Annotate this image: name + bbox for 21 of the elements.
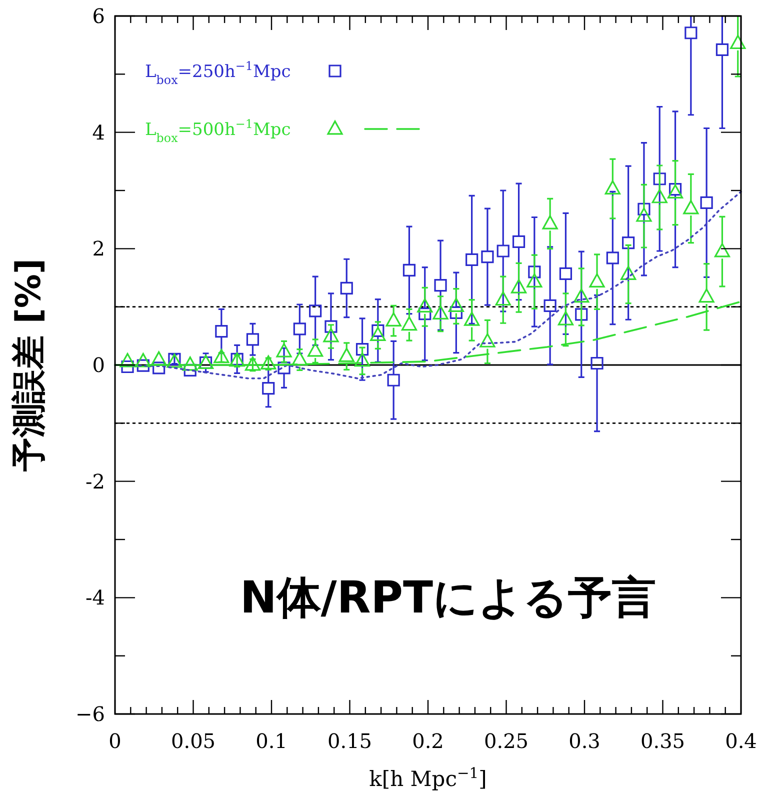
annotation: N体/RPTによる予言 [240, 572, 656, 624]
x-tick-label: 0.4 [725, 729, 757, 753]
y-tick-label: -4 [86, 586, 105, 610]
x-tick-label: 0.3 [568, 729, 600, 753]
x-tick-label: 0.15 [327, 729, 372, 753]
x-tick-label: 0.35 [640, 729, 686, 753]
y-tick-label: −6 [76, 702, 105, 726]
x-axis-title: k[h Mpc$^{−1}$] [369, 764, 487, 791]
y-tick-label: -2 [86, 469, 105, 494]
y-tick-label: 4 [92, 120, 105, 144]
legend-label: L$_{box}$=500h$^{−1}$Mpc [145, 117, 291, 145]
x-tick-label: 0.25 [484, 729, 529, 753]
x-tick-label: 0.05 [170, 729, 216, 753]
y-axis-title: 予測誤差 [%] [9, 258, 49, 472]
x-tick-label: 0 [108, 729, 122, 753]
legend-label: L$_{box}$=250h$^{−1}$Mpc [145, 59, 291, 87]
x-tick-label: 0.1 [256, 729, 288, 753]
y-tick-label: 2 [92, 236, 105, 261]
x-tick-label: 0.2 [412, 729, 444, 753]
y-tick-label: 0 [92, 353, 105, 377]
y-tick-label: 6 [92, 4, 105, 28]
